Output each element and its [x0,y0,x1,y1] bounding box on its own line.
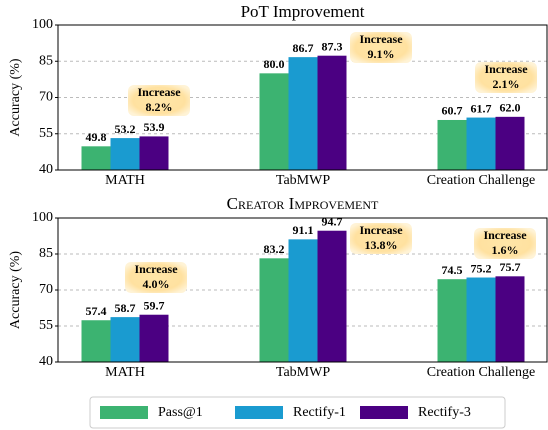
bar [81,320,111,362]
value-label: 86.7 [293,41,314,55]
annotation: 13.8% [365,238,398,252]
chart-title: Creator Improvement [227,194,379,213]
bar [81,146,111,170]
value-label: 80.0 [264,57,285,71]
legend-label: Rectify-1 [293,405,346,420]
annotation-box [125,262,187,293]
y-tick-label: 70 [39,282,53,297]
y-axis-label: Accuracy (%) [8,58,23,136]
bar [259,258,289,362]
annotation-box [474,228,536,259]
annotation: 2.1% [493,77,520,91]
annotation: Increase [484,62,528,76]
x-tick-label: MATH [105,173,145,188]
bar [110,138,140,170]
x-tick-label: TabMWP [276,173,330,188]
value-label: 74.5 [442,263,463,277]
y-tick-label: 55 [39,126,53,141]
value-label: 75.7 [500,260,521,274]
x-tick-label: Creation Challenge [427,365,535,380]
y-tick-label: 85 [39,53,53,68]
value-label: 57.4 [86,304,107,318]
bar [495,116,525,170]
value-label: 53.2 [115,122,136,136]
bar [437,279,467,362]
chart-title: PoT Improvement [241,2,365,21]
annotation: Increase [134,262,178,276]
value-label: 60.7 [442,104,463,118]
y-tick-label: 40 [39,354,53,369]
annotation: 9.1% [368,47,395,61]
y-axis-label: Accuracy (%) [8,251,23,329]
bar [495,276,525,362]
legend-swatch [360,406,408,419]
annotation: 4.0% [143,277,170,291]
legend-label: Pass@1 [158,405,203,420]
annotation: 1.6% [492,243,519,257]
annotation: Increase [359,32,403,46]
y-tick-label: 40 [39,162,53,177]
bar [139,136,169,170]
legend-box [89,396,506,429]
value-label: 59.7 [144,298,165,312]
x-tick-label: TabMWP [276,365,330,380]
y-tick-label: 70 [39,90,53,105]
bar [110,317,140,362]
plot-frame [57,24,548,171]
x-tick-label: Creation Challenge [427,173,535,188]
annotation-box [350,223,412,254]
annotation: 8.2% [146,100,173,114]
bar [139,314,169,362]
annotation-box [475,62,537,93]
annotation: Increase [483,228,527,242]
bar [288,239,318,362]
value-label: 62.0 [500,101,521,115]
value-label: 58.7 [115,301,136,315]
value-label: 87.3 [322,39,343,53]
annotation-box [350,32,412,63]
bar [466,277,496,362]
bar [288,57,318,171]
legend-swatch [100,406,148,419]
y-tick-label: 100 [32,17,53,32]
bar [259,73,289,170]
value-label: 91.1 [293,223,314,237]
bar [317,55,347,170]
annotation: Increase [359,223,403,237]
value-label: 53.9 [144,120,165,134]
value-label: 75.2 [471,261,492,275]
annotation-box [128,85,190,116]
value-label: 49.8 [86,130,107,144]
y-tick-label: 85 [39,246,53,261]
legend-label: Rectify-3 [418,405,471,420]
bar [437,119,467,170]
y-tick-label: 100 [32,210,53,225]
annotation: Increase [137,85,181,99]
value-label: 83.2 [264,242,285,256]
value-label: 61.7 [471,101,492,115]
bar [466,117,496,170]
legend-swatch [235,406,283,419]
y-tick-label: 55 [39,318,53,333]
plot-frame [57,217,548,363]
value-label: 94.7 [322,214,343,228]
bar [317,230,347,362]
x-tick-label: MATH [105,365,145,380]
